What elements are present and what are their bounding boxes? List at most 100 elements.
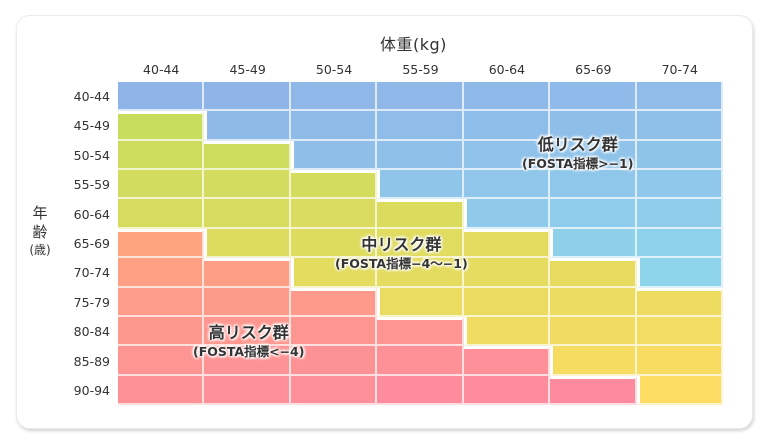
heatmap-cell xyxy=(204,258,291,288)
heatmap-cell xyxy=(290,258,378,288)
x-tick-label: 55-59 xyxy=(402,62,439,77)
heatmap-cell xyxy=(118,228,205,259)
heatmap-cell xyxy=(463,287,551,317)
heatmap-cell xyxy=(550,287,637,317)
heatmap-cell xyxy=(204,287,291,317)
zone-label-medium: 中リスク群 (FOSTA指標−4〜−1) xyxy=(335,235,468,273)
zone-range-low: (FOSTA指標>−1) xyxy=(522,156,634,171)
x-tick-label: 50-54 xyxy=(315,62,353,77)
heatmap-cell xyxy=(463,199,551,229)
y-tick-label: 80-84 xyxy=(73,324,110,340)
heatmap-cell xyxy=(118,258,205,288)
heatmap-cell xyxy=(463,316,551,347)
heatmap-cell xyxy=(204,82,291,112)
heatmap-cell xyxy=(550,111,637,141)
heatmap-cell xyxy=(377,111,464,141)
heatmap-cell xyxy=(636,316,723,347)
y-tick-label: 50-54 xyxy=(73,147,110,163)
heatmap-cell xyxy=(204,228,291,259)
zone-name-high: 高リスク群 xyxy=(208,323,289,342)
heatmap-cell xyxy=(377,140,464,171)
zone-range-high: (FOSTA指標<−4) xyxy=(193,344,305,359)
x-tick-label: 70-74 xyxy=(661,62,698,77)
heatmap-cell xyxy=(636,82,723,112)
heatmap-cell xyxy=(550,346,637,376)
heatmap-cell xyxy=(290,375,378,405)
heatmap-cell xyxy=(290,228,378,259)
heatmap-cell xyxy=(550,199,637,229)
y-tick-label: 85-89 xyxy=(73,353,110,369)
heatmap-cell xyxy=(290,111,378,141)
zone-range-medium: (FOSTA指標−4〜−1) xyxy=(335,256,468,271)
heatmap-cell xyxy=(636,346,723,376)
heatmap-cell xyxy=(118,140,205,171)
heatmap-cell xyxy=(636,258,723,288)
zone-label-high: 高リスク群 (FOSTA指標<−4) xyxy=(193,323,304,361)
risk-heatmap-grid xyxy=(118,82,723,405)
heatmap-cell xyxy=(463,170,551,200)
heatmap-cell xyxy=(204,170,291,200)
heatmap-cell xyxy=(290,346,378,376)
y-axis-labels: 40-44 45-49 50-54 55-59 60-64 65-69 70-7… xyxy=(60,82,116,405)
y-axis-title-unit: (歳) xyxy=(29,243,51,257)
x-axis-title: 体重(kg) xyxy=(380,35,447,54)
heatmap-cell xyxy=(636,140,723,171)
y-tick-label: 75-79 xyxy=(73,294,110,310)
heatmap-cell xyxy=(377,316,464,347)
heatmap-cell xyxy=(118,375,205,405)
y-tick-label: 70-74 xyxy=(73,265,110,281)
heatmap-cell xyxy=(118,170,205,200)
y-tick-label: 45-49 xyxy=(73,118,110,134)
heatmap-cell xyxy=(463,375,551,405)
y-tick-label: 60-64 xyxy=(73,206,110,222)
heatmap-cell xyxy=(290,170,378,200)
zone-name-low: 低リスク群 xyxy=(537,135,618,154)
heatmap-cell xyxy=(377,228,464,259)
heatmap-cell xyxy=(550,258,637,288)
y-axis-title-char: 年 xyxy=(32,204,48,222)
y-tick-label: 65-69 xyxy=(73,235,110,251)
heatmap-cell xyxy=(636,111,723,141)
heatmap-cell xyxy=(290,287,378,317)
heatmap-cell xyxy=(550,228,637,259)
y-tick-label: 40-44 xyxy=(73,89,110,104)
y-tick-label: 55-59 xyxy=(73,177,110,193)
heatmap-cell xyxy=(636,287,723,317)
x-tick-label: 60-64 xyxy=(488,62,526,77)
heatmap-cell xyxy=(636,199,723,229)
heatmap-cell xyxy=(636,375,723,405)
x-tick-label: 65-69 xyxy=(575,62,612,77)
heatmap-cell xyxy=(118,82,205,112)
heatmap-cell xyxy=(463,228,551,259)
heatmap-cell xyxy=(377,170,464,200)
heatmap-cell xyxy=(118,199,205,229)
heatmap-cell xyxy=(118,111,205,141)
y-tick-label: 90-94 xyxy=(73,382,110,398)
heatmap-cell xyxy=(204,346,291,376)
heatmap-cell xyxy=(463,346,551,376)
y-axis-title: 年 齢 (歳) xyxy=(26,204,54,258)
heatmap-cell xyxy=(118,287,205,317)
heatmap-cell xyxy=(290,140,378,171)
heatmap-cell xyxy=(377,258,464,288)
heatmap-cell xyxy=(204,199,291,229)
heatmap-cell xyxy=(290,82,378,112)
heatmap-cell xyxy=(377,199,464,229)
heatmap-cell xyxy=(118,346,205,376)
heatmap-cell xyxy=(550,140,637,171)
heatmap-cell xyxy=(377,346,464,376)
heatmap-cell xyxy=(118,316,205,347)
heatmap-cell xyxy=(636,228,723,259)
heatmap-cell xyxy=(550,170,637,200)
y-axis-title-char: 齢 xyxy=(32,223,48,241)
heatmap-cell xyxy=(204,111,291,141)
heatmap-cell xyxy=(463,82,551,112)
heatmap-cell xyxy=(204,375,291,405)
x-tick-label: 45-49 xyxy=(229,62,266,77)
heatmap-cell xyxy=(636,170,723,200)
heatmap-cell xyxy=(463,140,551,171)
heatmap-cell xyxy=(377,82,464,112)
x-tick-label: 40-44 xyxy=(143,62,180,77)
heatmap-cell xyxy=(463,258,551,288)
heatmap-cell xyxy=(290,199,378,229)
